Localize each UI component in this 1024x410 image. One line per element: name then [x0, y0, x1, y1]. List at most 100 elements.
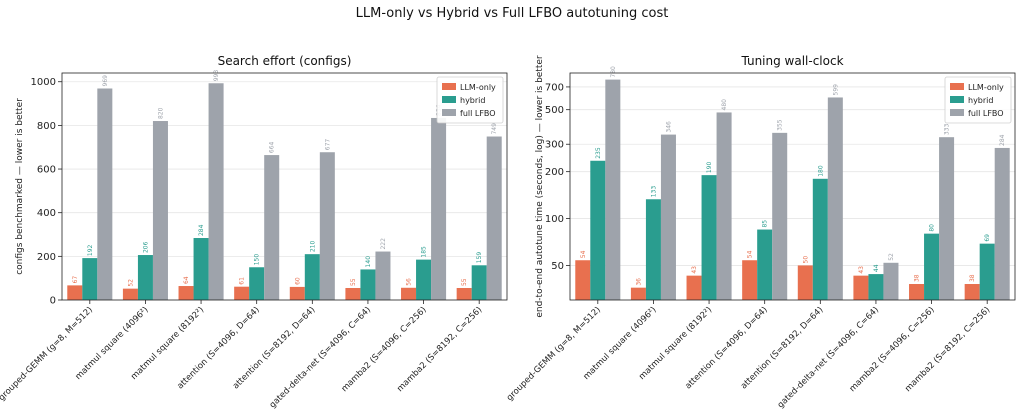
data-label: 333: [944, 124, 951, 136]
data-label: 150: [254, 254, 261, 266]
y-tick-label: 300: [545, 140, 564, 151]
bar-hybrid-5: [868, 274, 884, 300]
data-label: 55: [350, 278, 357, 286]
y-tick-label: 200: [37, 252, 56, 263]
axes-frame: [61, 72, 508, 301]
legend-swatch-hybrid: [950, 96, 964, 103]
data-label: 56: [406, 278, 413, 286]
y-tick-label: 600: [37, 165, 56, 176]
bar-llm-only-0: [575, 260, 591, 300]
legend-entry: full LFBO: [460, 109, 496, 118]
legend-swatch-full-lfbo: [442, 109, 456, 116]
bar-llm-only-1: [122, 288, 138, 300]
legend-entry: hybrid: [460, 96, 485, 105]
y-axis-label: end-to-end autotune time (seconds, log) …: [535, 55, 545, 318]
legend-entry: full LFBO: [968, 109, 1004, 118]
bar-hybrid-2: [193, 238, 209, 300]
data-label: 206: [142, 241, 149, 253]
y-axis-label: configs benchmarked — lower is better: [15, 98, 25, 275]
data-label: 210: [309, 241, 316, 253]
bar-full-lfbo-7: [486, 136, 502, 300]
data-label: 159: [476, 252, 483, 264]
figure-suptitle: LLM-only vs Hybrid vs Full LFBO autotuni…: [355, 6, 669, 21]
data-label: 355: [777, 119, 784, 131]
x-tick-label: gated-delta-net (S=4096, C=64): [776, 305, 881, 410]
bar-hybrid-3: [249, 267, 265, 300]
data-label: 54: [580, 250, 587, 258]
y-tick-label: 800: [37, 121, 56, 132]
legend: LLM-only hybrid full LFBO: [944, 76, 1012, 124]
bar-llm-only-5: [853, 275, 869, 300]
bar-full-lfbo-2: [716, 112, 732, 300]
data-label: 38: [914, 274, 921, 282]
bar-llm-only-4: [797, 265, 813, 300]
data-label: 284: [198, 224, 205, 236]
bar-hybrid-7: [471, 265, 487, 300]
y-tick-label: 50: [551, 261, 564, 272]
data-label: 52: [127, 279, 134, 287]
bar-llm-only-6: [909, 284, 925, 300]
data-label: 190: [706, 162, 713, 174]
y-tick-label: 1000: [31, 77, 56, 88]
chart-title: Tuning wall-clock: [740, 54, 843, 68]
y-tick-label: 100: [545, 214, 564, 225]
data-label: 346: [665, 121, 672, 133]
bar-full-lfbo-4: [827, 97, 843, 300]
bar-hybrid-4: [812, 178, 828, 300]
data-label: 780: [610, 66, 617, 78]
bar-hybrid-3: [757, 229, 773, 300]
bar-hybrid-1: [137, 255, 153, 300]
bar-full-lfbo-3: [264, 155, 280, 300]
bar-full-lfbo-4: [319, 152, 335, 300]
bar-llm-only-6: [401, 287, 417, 300]
bar-hybrid-1: [645, 199, 661, 300]
bar-full-lfbo-2: [208, 83, 224, 300]
data-label: 43: [691, 266, 698, 274]
y-tick-label: 700: [545, 82, 564, 93]
chart-title: Search effort (configs): [218, 54, 352, 68]
data-label: 54: [747, 250, 754, 258]
data-label: 140: [365, 256, 372, 268]
bar-llm-only-3: [234, 286, 250, 300]
y-tick-label: 200: [545, 167, 564, 178]
data-label: 69: [984, 234, 991, 242]
data-label: 599: [832, 84, 839, 96]
data-label: 43: [858, 266, 865, 274]
bar-llm-only-2: [178, 286, 194, 300]
bar-full-lfbo-3: [772, 132, 788, 300]
bar-llm-only-0: [67, 285, 83, 300]
legend-entry: LLM-only: [968, 83, 1004, 92]
data-label: 993: [213, 70, 220, 82]
data-label: 235: [595, 147, 602, 159]
legend-swatch-llm-only: [442, 83, 456, 90]
data-label: 192: [87, 244, 94, 256]
x-tick-label: grouped-GEMM (g=8, M=512): [505, 305, 603, 403]
legend-swatch-hybrid: [442, 96, 456, 103]
axes-frame: [569, 72, 1016, 301]
legend-entry: hybrid: [968, 96, 993, 105]
bar-llm-only-5: [345, 287, 361, 300]
bar-hybrid-2: [701, 175, 717, 300]
data-label: 55: [461, 278, 468, 286]
bar-llm-only-3: [742, 260, 758, 300]
data-label: 38: [969, 274, 976, 282]
bar-llm-only-1: [630, 287, 646, 300]
bar-full-lfbo-7: [994, 147, 1010, 300]
data-label: 64: [183, 276, 190, 284]
data-label: 185: [421, 246, 428, 258]
bar-hybrid-0: [82, 258, 98, 300]
legend-swatch-llm-only: [950, 83, 964, 90]
bar-llm-only-2: [686, 275, 702, 300]
data-label: 480: [721, 99, 728, 111]
data-label: 80: [929, 224, 936, 232]
y-tick-label: 400: [37, 208, 56, 219]
bar-llm-only-7: [964, 284, 980, 300]
data-label: 133: [650, 186, 657, 198]
data-label: 749: [491, 123, 498, 135]
bar-full-lfbo-6: [939, 137, 955, 300]
bar-hybrid-6: [924, 233, 940, 300]
bar-full-lfbo-0: [97, 88, 113, 300]
bar-full-lfbo-6: [431, 117, 447, 300]
